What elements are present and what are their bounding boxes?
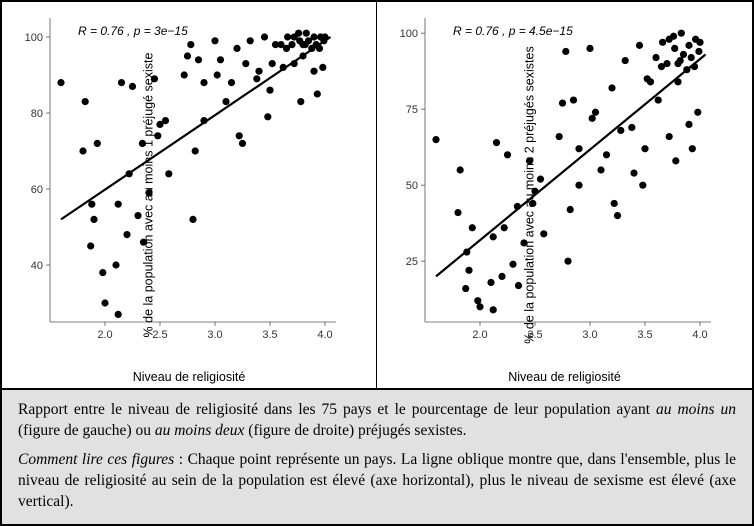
chart-right-svg: 2550751002.02.53.03.54.0 [383,10,721,358]
svg-text:80: 80 [31,108,43,120]
chart-left-cell: % de la population avec au moins 1 préju… [2,2,377,388]
svg-text:100: 100 [400,28,418,40]
chart-left-ylabel: % de la population avec au moins 1 préju… [141,53,155,338]
chart-right-cell: % de la population avec au moins 2 préju… [377,2,752,388]
chart-left-svg: 4060801002.02.53.03.54.0 [8,10,346,358]
caption-p2-it: Comment lire ces figures [18,451,174,468]
svg-text:50: 50 [406,180,418,192]
svg-text:4.0: 4.0 [317,329,332,341]
caption-p1-it1: au moins un [656,401,736,418]
caption-p1-pre: Rapport entre le niveau de religiosité d… [18,401,656,418]
svg-text:60: 60 [31,184,43,196]
chart-left-annotation: R = 0.76 , p = 3e−15 [78,24,188,38]
charts-row: % de la population avec au moins 1 préju… [2,2,752,388]
svg-text:2.0: 2.0 [472,329,487,341]
chart-right-xlabel: Niveau de religiosité [508,370,621,384]
caption-p1-it2: au moins deux [155,422,245,439]
svg-text:3.5: 3.5 [637,329,652,341]
chart-right-ylabel: % de la population avec au moins 2 préju… [523,46,537,343]
svg-text:100: 100 [25,32,43,44]
svg-text:25: 25 [406,256,418,268]
chart-left-xlabel: Niveau de religiosité [133,370,246,384]
figure-container: % de la population avec au moins 1 préju… [0,0,754,526]
caption-p1-post: (figure de droite) préjugés sexistes. [244,422,466,439]
chart-right-annotation: R = 0.76 , p = 4.5e−15 [453,24,573,38]
svg-text:3.5: 3.5 [262,329,277,341]
svg-text:4.0: 4.0 [692,329,707,341]
caption-box: Rapport entre le niveau de religiosité d… [2,388,752,524]
caption-p2: Comment lire ces figures : Chaque point … [18,450,736,513]
caption-p1: Rapport entre le niveau de religiosité d… [18,400,736,442]
svg-text:3.0: 3.0 [207,329,222,341]
svg-text:3.0: 3.0 [582,329,597,341]
svg-text:75: 75 [406,104,418,116]
svg-text:40: 40 [31,260,43,272]
caption-p1-mid: (figure de gauche) ou [18,422,155,439]
svg-text:2.0: 2.0 [97,329,112,341]
